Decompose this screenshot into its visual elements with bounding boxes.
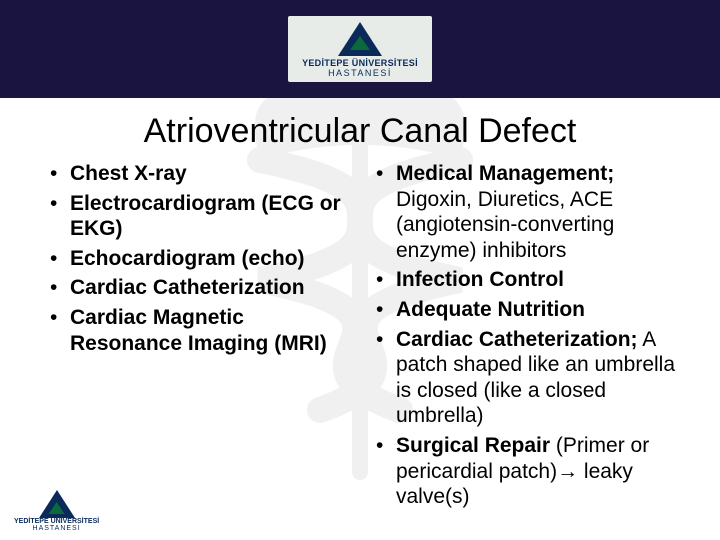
bullet-bold: Electrocardiogram (ECG or EKG) bbox=[70, 192, 341, 241]
corner-logo-line1: YEDİTEPE ÜNİVERSİTESİ bbox=[14, 518, 99, 525]
bullet-item: Cardiac Magnetic Resonance Imaging (MRI) bbox=[48, 305, 356, 356]
bullet-bold: Cardiac Catheterization; bbox=[396, 328, 638, 351]
bullet-bold: Cardiac Magnetic Resonance Imaging (MRI) bbox=[70, 306, 327, 355]
left-column: Chest X-ray Electrocardiogram (ECG or EKG… bbox=[48, 161, 356, 514]
bullet-item: Infection Control bbox=[374, 267, 682, 293]
right-column: Medical Management; Digoxin, Diuretics, … bbox=[374, 161, 682, 514]
bullet-item: Echocardiogram (echo) bbox=[48, 246, 356, 272]
bullet-item: Cardiac Catheterization bbox=[48, 275, 356, 301]
bullet-bold: Surgical Repair bbox=[396, 434, 550, 457]
right-bullet-list: Medical Management; Digoxin, Diuretics, … bbox=[374, 161, 682, 510]
bullet-bold: Infection Control bbox=[396, 268, 564, 291]
bullet-bold: Chest X-ray bbox=[70, 162, 187, 185]
corner-triangle-icon bbox=[39, 490, 75, 518]
logo-line2: HASTANESİ bbox=[328, 68, 392, 78]
bullet-bold: Cardiac Catheterization bbox=[70, 276, 305, 299]
header-logo: YEDİTEPE ÜNİVERSİTESİ HASTANESİ bbox=[288, 16, 432, 82]
bullet-bold: Adequate Nutrition bbox=[396, 298, 585, 321]
slide-title: Atrioventricular Canal Defect bbox=[0, 112, 720, 151]
corner-logo: YEDİTEPE ÜNİVERSİTESİ HASTANESİ bbox=[14, 490, 99, 532]
bullet-item: Adequate Nutrition bbox=[374, 297, 682, 323]
bullet-item: Cardiac Catheterization; A patch shaped … bbox=[374, 327, 682, 429]
bullet-bold: Medical Management; bbox=[396, 162, 614, 185]
content-columns: Chest X-ray Electrocardiogram (ECG or EKG… bbox=[0, 161, 720, 514]
bullet-rest: Digoxin, Diuretics, ACE (angiotensin-con… bbox=[396, 188, 614, 262]
corner-logo-line2: HASTANESİ bbox=[33, 525, 81, 532]
left-bullet-list: Chest X-ray Electrocardiogram (ECG or EKG… bbox=[48, 161, 356, 356]
bullet-item: Chest X-ray bbox=[48, 161, 356, 187]
bullet-bold: Echocardiogram (echo) bbox=[70, 247, 305, 270]
logo-line1: YEDİTEPE ÜNİVERSİTESİ bbox=[302, 58, 418, 68]
logo-triangle-icon bbox=[338, 22, 382, 56]
header-bar: YEDİTEPE ÜNİVERSİTESİ HASTANESİ bbox=[0, 0, 720, 98]
bullet-item: Surgical Repair (Primer or pericardial p… bbox=[374, 433, 682, 510]
bullet-item: Electrocardiogram (ECG or EKG) bbox=[48, 191, 356, 242]
bullet-item: Medical Management; Digoxin, Diuretics, … bbox=[374, 161, 682, 263]
